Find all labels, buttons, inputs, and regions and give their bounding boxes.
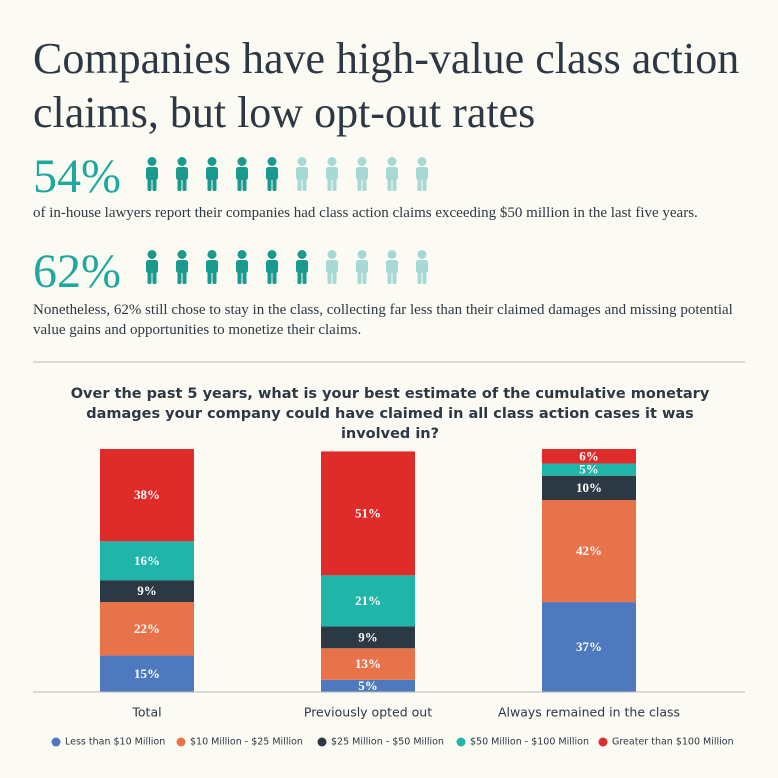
value-label: 13% (355, 656, 381, 671)
value-label: 6% (579, 448, 599, 463)
value-label: 21% (355, 593, 381, 608)
bar-segment (100, 541, 194, 581)
stat-text: of in-house lawyers report their compani… (33, 205, 698, 221)
value-label: 5% (579, 462, 599, 477)
legend-label: $50 Million - $100 Million (470, 737, 589, 748)
legend-swatch (456, 737, 466, 747)
legend-swatch (176, 737, 186, 747)
bar-segment (321, 451, 415, 576)
value-label: 15% (134, 666, 160, 681)
stat-figure: 54% (33, 150, 121, 203)
value-label: 9% (137, 583, 157, 598)
bar-segment (321, 626, 415, 649)
legend-swatch (598, 737, 608, 747)
bar-segment (321, 679, 415, 692)
legend-swatch (317, 737, 327, 747)
legend-label: $10 Million - $25 Million (190, 737, 303, 748)
legend-label: Less than $10 Million (65, 737, 165, 748)
stat-text: Nonetheless, 62% still chose to stay in … (33, 302, 733, 338)
stat-figure: 62% (33, 245, 121, 298)
bar-segment (542, 449, 636, 464)
bar-segment (100, 580, 194, 603)
icons-54 (146, 157, 428, 191)
bar-segment (542, 500, 636, 603)
x-tick-label: Always remained in the class (498, 705, 680, 720)
bar-segment (542, 602, 636, 692)
value-label: 38% (134, 487, 160, 502)
value-label: 16% (134, 553, 160, 568)
x-tick-label: Total (131, 705, 161, 720)
legend-label: Greater than $100 Million (612, 737, 734, 748)
chart-title: Over the past 5 years, what is your best… (70, 386, 710, 442)
legend-swatch (51, 737, 61, 747)
value-label: 9% (358, 629, 378, 644)
value-label: 10% (576, 480, 602, 495)
x-tick-label: Previously opted out (304, 705, 432, 720)
value-label: 37% (576, 639, 602, 654)
legend-label: $25 Million - $50 Million (331, 737, 444, 748)
value-label: 51% (355, 505, 381, 520)
bar-segment (542, 475, 636, 501)
bar-segment (321, 648, 415, 680)
bar-segment (100, 449, 194, 542)
value-label: 22% (134, 621, 160, 636)
icons-62 (146, 250, 428, 284)
value-label: 42% (576, 543, 602, 558)
title: Companies have high-value class action c… (33, 34, 740, 137)
bar-segment (100, 655, 194, 692)
bar-segment (321, 575, 415, 627)
bar-segment (100, 602, 194, 656)
value-label: 5% (358, 678, 378, 693)
bar-segment (542, 463, 636, 476)
